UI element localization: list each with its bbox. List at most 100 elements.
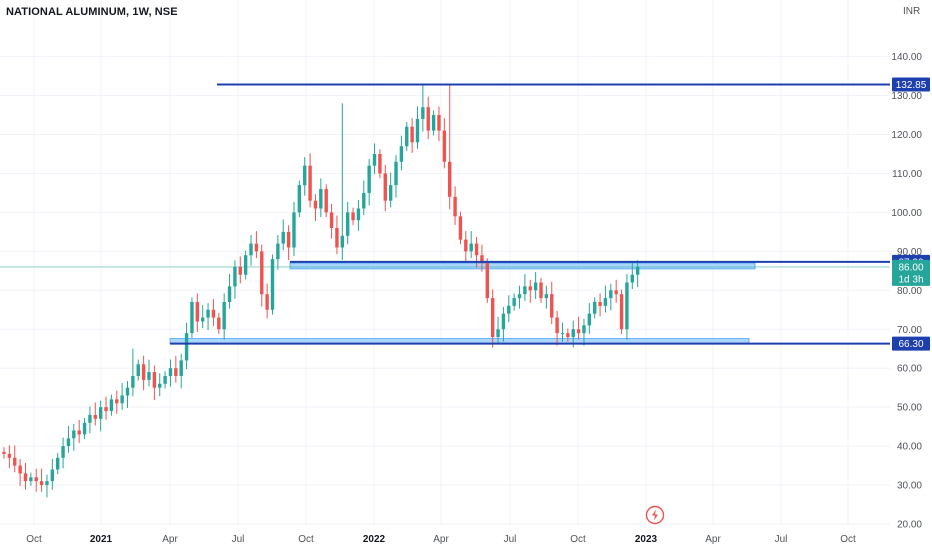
candle-body[interactable] bbox=[227, 286, 232, 302]
candle-body[interactable] bbox=[598, 301, 602, 306]
candle-body[interactable] bbox=[345, 212, 350, 236]
candle-body[interactable] bbox=[125, 387, 130, 396]
candle-body[interactable] bbox=[614, 290, 618, 295]
candle-body[interactable] bbox=[238, 266, 242, 275]
candle-body[interactable] bbox=[496, 329, 500, 338]
candle-body[interactable] bbox=[179, 360, 183, 376]
candle-body[interactable] bbox=[619, 294, 624, 330]
candle-body[interactable] bbox=[367, 165, 371, 193]
candle-body[interactable] bbox=[431, 115, 436, 131]
candle-body[interactable] bbox=[356, 208, 361, 221]
candle-body[interactable] bbox=[260, 251, 264, 295]
candle-body[interactable] bbox=[286, 231, 291, 248]
candle-body[interactable] bbox=[243, 255, 248, 275]
candle-body[interactable] bbox=[147, 372, 151, 380]
candle-body[interactable] bbox=[292, 212, 296, 248]
candle-body[interactable] bbox=[211, 309, 216, 318]
candle-body[interactable] bbox=[120, 395, 124, 404]
candle-body[interactable] bbox=[34, 477, 38, 482]
candle-body[interactable] bbox=[335, 227, 339, 248]
candle-body[interactable] bbox=[550, 294, 554, 318]
candle-body[interactable] bbox=[501, 313, 506, 330]
candle-body[interactable] bbox=[517, 294, 522, 299]
candle-body[interactable] bbox=[566, 333, 570, 338]
candle-body[interactable] bbox=[190, 301, 194, 334]
candle-body[interactable] bbox=[270, 259, 275, 310]
candle-body[interactable] bbox=[528, 286, 532, 291]
candle-body[interactable] bbox=[93, 414, 97, 419]
candle-body[interactable] bbox=[56, 457, 60, 470]
candle-body[interactable] bbox=[98, 407, 103, 419]
candle-body[interactable] bbox=[206, 309, 210, 318]
candle-body[interactable] bbox=[200, 317, 205, 322]
candle-body[interactable] bbox=[372, 153, 377, 166]
candle-body[interactable] bbox=[453, 196, 457, 217]
candle-body[interactable] bbox=[507, 305, 511, 314]
candle-body[interactable] bbox=[249, 243, 253, 256]
candle-body[interactable] bbox=[603, 298, 608, 306]
candle-body[interactable] bbox=[576, 329, 581, 334]
candle-body[interactable] bbox=[448, 161, 452, 197]
candle-body[interactable] bbox=[61, 446, 65, 458]
candle-body[interactable] bbox=[480, 255, 484, 264]
candle-body[interactable] bbox=[544, 294, 549, 299]
candle-body[interactable] bbox=[490, 298, 495, 338]
candle-body[interactable] bbox=[324, 189, 328, 213]
candle-body[interactable] bbox=[469, 243, 473, 252]
candle-body[interactable] bbox=[131, 375, 135, 388]
candle-body[interactable] bbox=[593, 301, 597, 314]
candle-body[interactable] bbox=[410, 126, 414, 143]
candle-body[interactable] bbox=[340, 235, 345, 248]
candle-body[interactable] bbox=[421, 107, 425, 119]
candle-body[interactable] bbox=[308, 165, 312, 201]
candle-body[interactable] bbox=[163, 375, 167, 384]
candle-body[interactable] bbox=[464, 239, 468, 252]
candle-body[interactable] bbox=[254, 243, 259, 252]
candle-body[interactable] bbox=[77, 430, 81, 435]
candle-body[interactable] bbox=[378, 153, 382, 174]
candle-body[interactable] bbox=[394, 161, 398, 186]
candle-body[interactable] bbox=[329, 212, 334, 228]
candle-body[interactable] bbox=[512, 298, 516, 306]
candle-body[interactable] bbox=[29, 477, 33, 482]
candle-body[interactable] bbox=[533, 282, 538, 291]
tradingview-logo-icon[interactable] bbox=[645, 505, 665, 525]
candle-body[interactable] bbox=[587, 313, 592, 326]
candle-body[interactable] bbox=[39, 481, 44, 486]
candle-body[interactable] bbox=[399, 146, 404, 162]
candle-body[interactable] bbox=[609, 290, 613, 299]
candle-body[interactable] bbox=[362, 192, 366, 209]
candle-body[interactable] bbox=[50, 469, 55, 482]
candle-body[interactable] bbox=[560, 333, 565, 335]
candle-body[interactable] bbox=[7, 453, 12, 458]
candle-body[interactable] bbox=[222, 301, 226, 330]
candle-body[interactable] bbox=[437, 115, 441, 131]
candle-body[interactable] bbox=[66, 438, 71, 447]
candle-body[interactable] bbox=[174, 368, 178, 376]
candle-body[interactable] bbox=[152, 372, 157, 388]
candle-body[interactable] bbox=[88, 414, 92, 423]
candle-body[interactable] bbox=[141, 364, 146, 380]
candle-body[interactable] bbox=[265, 294, 269, 310]
candle-body[interactable] bbox=[233, 266, 237, 287]
candle-body[interactable] bbox=[23, 473, 28, 482]
candle-body[interactable] bbox=[442, 130, 447, 162]
candle-body[interactable] bbox=[313, 200, 318, 209]
candle-body[interactable] bbox=[474, 243, 479, 256]
support-zone[interactable] bbox=[289, 262, 756, 270]
candle-body[interactable] bbox=[539, 282, 543, 299]
candle-body[interactable] bbox=[136, 364, 140, 376]
candle-body[interactable] bbox=[297, 185, 302, 213]
candle-body[interactable] bbox=[523, 286, 527, 295]
candle-body[interactable] bbox=[168, 368, 173, 376]
candle-body[interactable] bbox=[109, 399, 114, 412]
candle-body[interactable] bbox=[13, 457, 17, 466]
candle-body[interactable] bbox=[217, 317, 221, 330]
candle-body[interactable] bbox=[383, 173, 387, 201]
candle-body[interactable] bbox=[582, 325, 586, 334]
candle-body[interactable] bbox=[388, 185, 393, 201]
candle-body[interactable] bbox=[571, 329, 575, 338]
candle-body[interactable] bbox=[635, 266, 640, 275]
